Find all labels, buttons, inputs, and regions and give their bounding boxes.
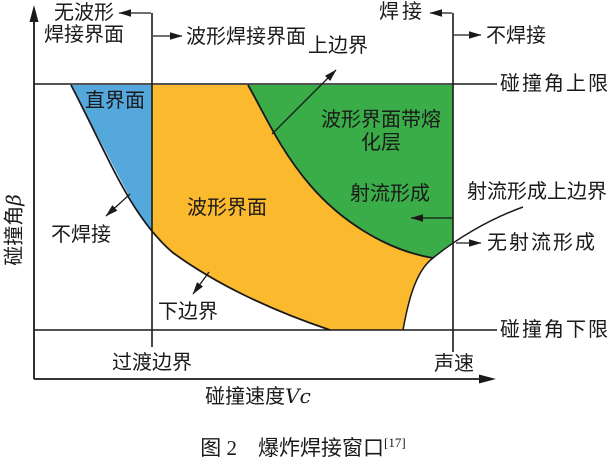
arrow-upper-boundary [271,69,337,135]
label-jet-formation-upper-boundary: 射流形成上边界 [467,181,607,203]
x-axis-label: 碰撞速度Vc [205,384,311,408]
label-lower-boundary: 下边界 [158,301,218,323]
label-wavy-interface: 波形界面 [187,197,267,219]
figure-caption: 图 2 爆炸焊接窗口[17] [200,435,406,460]
arrow-lower-boundary [192,271,210,295]
label-sound-speed: 声速 [434,353,474,375]
label-no-jet-formation: 无射流形成 [487,232,597,254]
region-wavy-interface [152,85,433,330]
arrow-no-weld-lower-left [105,193,131,217]
label-transition-boundary: 过渡边界 [112,352,192,374]
y-axis-label: 碰撞角β [1,194,26,266]
region-straight-interface [71,85,152,232]
label-no-wave-interface: 无波形 焊接界面 [44,2,124,46]
jet-formation-boundary-curve [402,206,524,331]
region-melted-layer [248,85,453,258]
label-no-weld-top: 不焊接 [486,25,546,47]
label-upper-boundary: 上边界 [308,35,368,57]
upper-boundary-curve [247,84,434,259]
label-impact-angle-lower-limit: 碰撞角下限 [500,319,610,341]
label-impact-angle-upper-limit: 碰撞角上限 [500,73,610,95]
lower-boundary-curve [70,84,331,331]
label-no-weld-left: 不焊接 [51,224,111,246]
label-melted-layer: 波形界面带熔 化层 [321,109,441,154]
label-straight-interface: 直界面 [85,90,145,112]
label-weld: 焊接 [379,1,425,23]
x-axis-arrowhead [479,374,496,384]
label-jet-formation: 射流形成 [350,183,430,205]
y-axis-arrowhead [29,5,39,22]
label-wave-weld-interface: 波形焊接界面 [186,26,306,48]
